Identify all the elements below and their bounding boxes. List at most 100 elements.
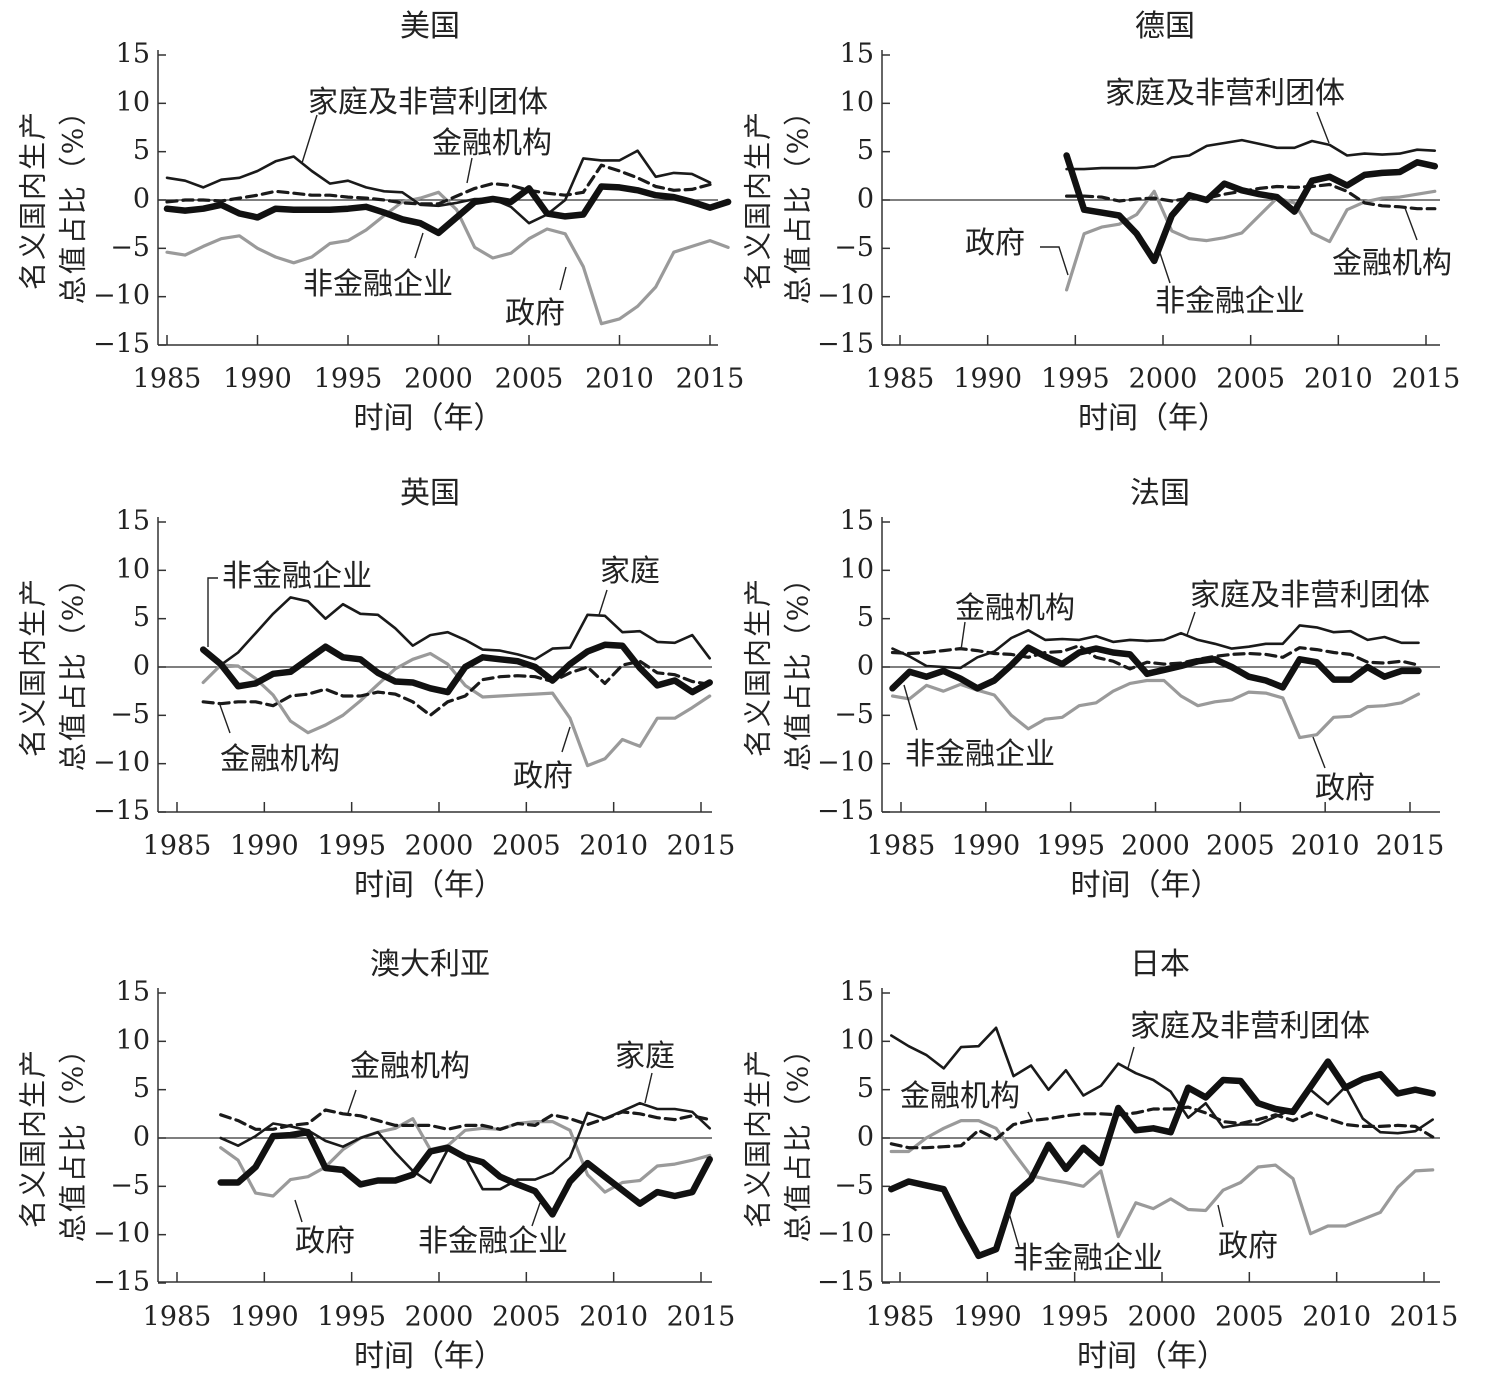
annotation-leader-line: [559, 266, 567, 291]
x-tick-label: 1990: [230, 1302, 299, 1333]
series-label: 金融机构: [1332, 246, 1452, 281]
x-tick-label: 2005: [1206, 831, 1275, 862]
series-label: 非金融企业: [1013, 1241, 1163, 1276]
y-tick-label: 0: [133, 1122, 150, 1153]
y-axis-label: 总值占比（%）: [57, 1034, 90, 1243]
series-label: 家庭及非营利团体: [1130, 1009, 1370, 1044]
y-tick-label: 5: [857, 135, 874, 166]
x-axis-label: 时间（年）: [354, 1339, 504, 1374]
y-axis-label: 名义国内生产: [17, 110, 50, 290]
y-tick-label: 0: [857, 184, 874, 215]
y-tick-label: −15: [93, 796, 150, 827]
x-tick-label: 2000: [1128, 1302, 1197, 1333]
y-tick-label: 10: [840, 554, 874, 585]
government-line: [890, 678, 1421, 740]
x-tick-label: 1990: [953, 364, 1022, 395]
y-tick-label: −10: [817, 1218, 874, 1249]
y-axis-label: 总值占比（%）: [57, 96, 90, 305]
y-tick-label: −10: [93, 280, 150, 311]
x-tick-label: 1995: [1040, 1302, 1109, 1333]
financial-institutions-line: [889, 1105, 1435, 1150]
y-axis-label: 总值占比（%）: [782, 96, 815, 305]
x-axis-label: 时间（年）: [354, 868, 504, 903]
x-tick-label: 1985: [143, 831, 212, 862]
y-tick-label: −5: [834, 699, 874, 730]
y-tick-label: −5: [834, 232, 874, 263]
x-tick-label: 2010: [579, 1302, 648, 1333]
x-tick-label: 2005: [492, 831, 561, 862]
annotation-leader-line: [1217, 1204, 1224, 1228]
household-line: [165, 149, 712, 225]
financial-institutions-line: [165, 163, 712, 206]
x-tick-label: 1990: [953, 1302, 1022, 1333]
financial-institutions-line: [219, 1108, 712, 1131]
x-tick-label: 1985: [866, 1302, 935, 1333]
y-tick-label: 10: [840, 87, 874, 118]
y-tick-label: 10: [116, 1025, 150, 1056]
y-tick-label: 10: [116, 87, 150, 118]
government-line: [1064, 189, 1437, 292]
x-tick-label: 2015: [1390, 1302, 1459, 1333]
x-tick-label: 2010: [579, 831, 648, 862]
y-tick-label: −15: [817, 1267, 874, 1298]
series-label: 非金融企业: [905, 737, 1055, 772]
annotation-leader-line: [960, 621, 966, 651]
nonfinancial-corporations-line: [1063, 152, 1439, 265]
panel-title: 英国: [400, 476, 460, 511]
series-label: 政府: [513, 759, 573, 794]
x-tick-label: 1995: [314, 364, 383, 395]
annotation-leader-line: [1159, 252, 1171, 284]
x-tick-label: 2015: [676, 364, 745, 395]
x-tick-label: 1995: [317, 831, 386, 862]
x-tick-label: 1985: [866, 364, 935, 395]
nonfinancial-corporations-line: [163, 183, 732, 237]
y-tick-label: 5: [857, 1073, 874, 1104]
series-label: 家庭及非营利团体: [1105, 76, 1345, 111]
y-tick-label: 5: [133, 135, 150, 166]
annotation-leader-line: [1127, 1046, 1135, 1069]
household-line: [1065, 138, 1437, 171]
series-label: 非金融企业: [418, 1224, 568, 1259]
x-tick-label: 1985: [867, 831, 936, 862]
x-tick-label: 1995: [1041, 364, 1110, 395]
y-tick-label: 15: [116, 977, 150, 1008]
series-label: 金融机构: [350, 1049, 470, 1084]
x-tick-label: 1985: [133, 364, 202, 395]
y-axis-label: 总值占比（%）: [782, 1034, 815, 1243]
series-label: 家庭及非营利团体: [1190, 578, 1430, 613]
x-tick-label: 2015: [667, 831, 736, 862]
series-label: 家庭及非营利团体: [308, 85, 548, 120]
x-tick-label: 2005: [1215, 1302, 1284, 1333]
y-tick-label: −5: [110, 1170, 150, 1201]
panel-title: 日本: [1130, 947, 1190, 982]
series-label: 政府: [295, 1224, 355, 1259]
y-tick-label: −5: [110, 232, 150, 263]
y-tick-label: −15: [93, 1267, 150, 1298]
y-axis-label: 名义国内生产: [742, 577, 775, 757]
government-line: [165, 190, 730, 326]
annotation-leader-line: [347, 1089, 357, 1114]
x-tick-label: 2000: [405, 831, 474, 862]
nonfinancial-corporations-line: [217, 1128, 713, 1218]
panel-france: 法国 15 10 5 0 −5 −10 −15 1985 1990 1995 2000 2005 2010…: [742, 476, 1445, 903]
x-tick-label: 2005: [1216, 364, 1285, 395]
series-label: 政府: [1315, 771, 1375, 806]
x-tick-label: 2015: [1392, 364, 1461, 395]
series-label: 政府: [965, 226, 1025, 261]
y-axis-label: 总值占比（%）: [57, 563, 90, 772]
series-label: 非金融企业: [1155, 284, 1305, 319]
x-axis-label: 时间（年）: [1071, 868, 1221, 903]
y-tick-label: 15: [116, 39, 150, 70]
x-axis-label: 时间（年）: [1078, 401, 1228, 436]
x-tick-label: 1995: [1036, 831, 1105, 862]
annotation-leader-line: [561, 726, 571, 753]
y-tick-label: 15: [116, 506, 150, 537]
x-tick-label: 2015: [667, 1302, 736, 1333]
household-line: [891, 624, 1420, 670]
y-axis-label: 名义国内生产: [742, 1048, 775, 1228]
panel-germany: 德国 15 10 5 0 −5 −10 −15 1985 1990 1995 2000 2005 2010…: [742, 9, 1461, 436]
household-line: [219, 596, 712, 667]
y-tick-label: 0: [857, 651, 874, 682]
y-axis-label: 名义国内生产: [17, 1048, 50, 1228]
annotation-leader-line: [207, 577, 218, 647]
